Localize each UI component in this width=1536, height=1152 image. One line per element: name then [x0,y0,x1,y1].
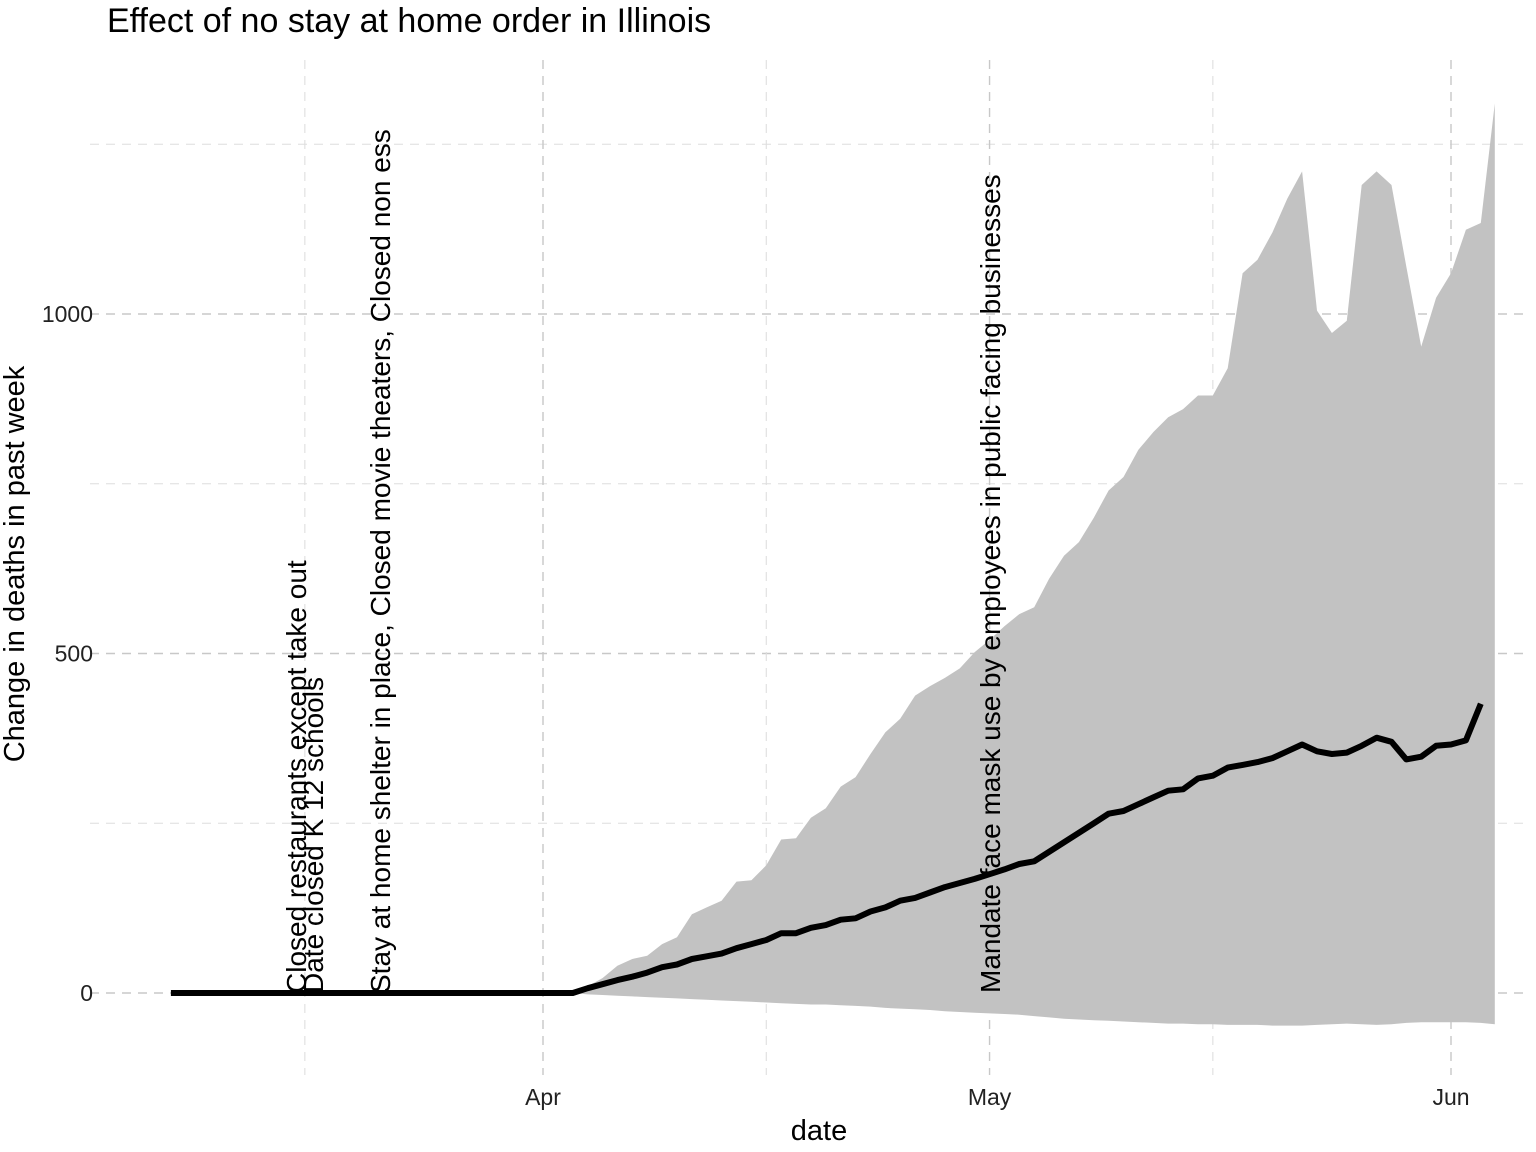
y-tick-label-0: 0 [80,980,93,1006]
x-axis-title: date [791,1115,847,1147]
y-axis-title: Change in deaths in past week [0,365,31,762]
series-lines [170,702,1484,996]
y-tick-label-2: 1000 [42,301,93,327]
y-tick-label-1: 500 [55,641,93,667]
annotation-label-2: Stay at home shelter in place, Closed mo… [365,129,396,993]
uncertainty-band [572,103,1495,1026]
x-tick-label-1: May [968,1084,1012,1110]
annotation-label-1: Date closed K 12 schools [298,677,329,993]
x-tick-label-0: Apr [525,1084,561,1110]
x-tick-label-2: Jun [1432,1084,1469,1110]
annotation-label-3: Mandate face mask use by employees in pu… [975,174,1006,993]
confidence-band [572,103,1495,1026]
annotation-label-0: Closed restaurants except take out [281,560,312,993]
x-axis-ticks: Apr May Jun [525,1084,1469,1110]
series-line-0 [170,702,1484,996]
chart-title: Effect of no stay at home order in Illin… [107,2,711,40]
y-axis-ticks: 0 500 1000 [42,301,93,1006]
